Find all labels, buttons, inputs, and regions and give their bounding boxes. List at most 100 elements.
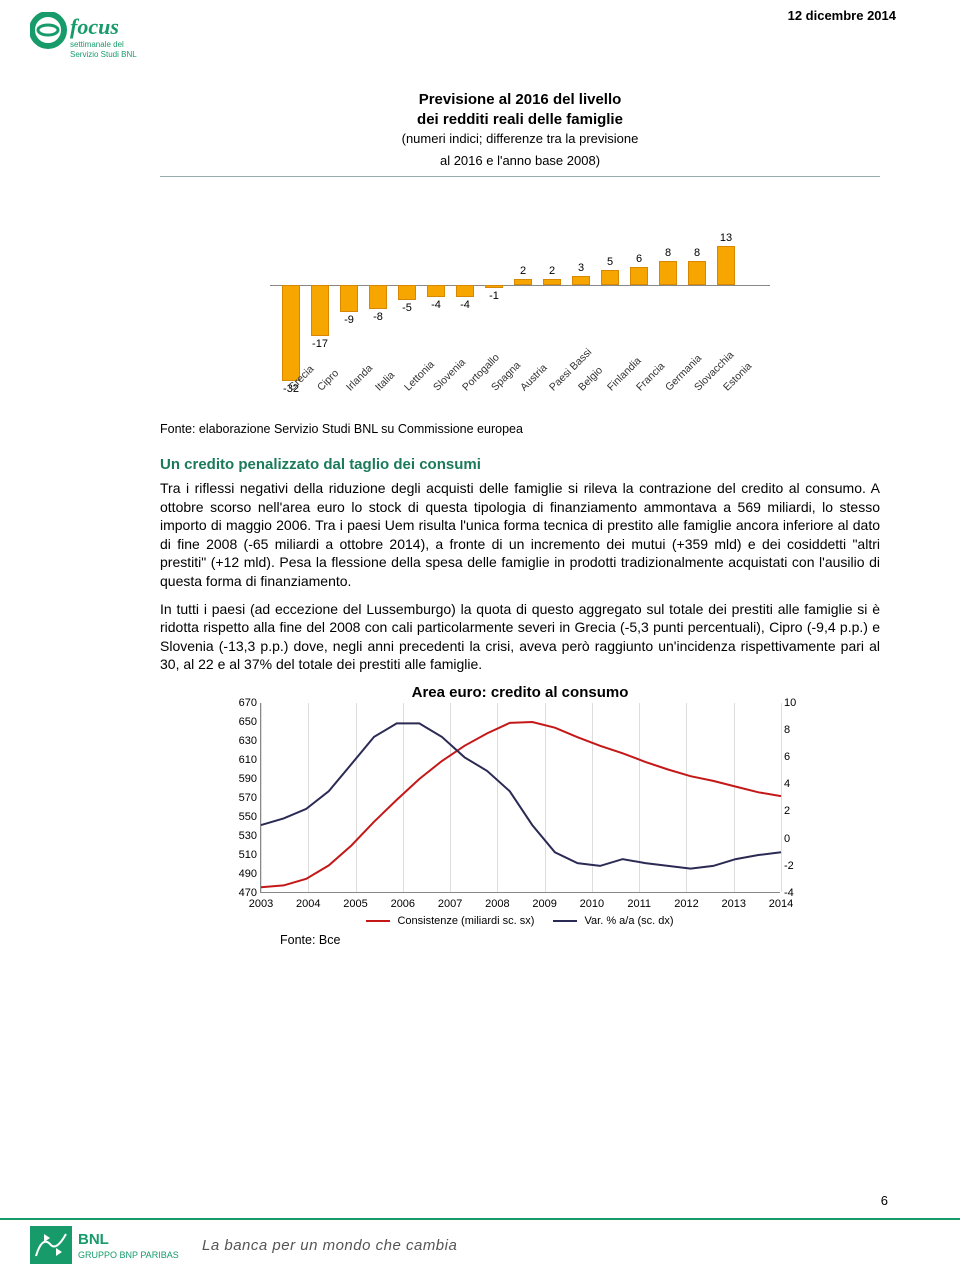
chart2-lines bbox=[261, 703, 781, 893]
chart2-title: Area euro: credito al consumo bbox=[160, 684, 880, 701]
chart2-ytick-left: 530 bbox=[229, 830, 257, 842]
chart1-category-label: Cipro bbox=[315, 368, 341, 394]
chart2-ytick-right: 0 bbox=[784, 833, 806, 845]
chart1-category-label: Italia bbox=[373, 370, 397, 394]
chart2-xtick: 2007 bbox=[438, 898, 462, 910]
chart1-bar bbox=[369, 285, 387, 309]
body-paragraph-2: In tutti i paesi (ad eccezione del Lusse… bbox=[160, 600, 880, 674]
chart1-bar bbox=[659, 261, 677, 285]
bnl-logo: BNL GRUPPO BNP PARIBAS bbox=[30, 1226, 190, 1264]
chart1-value-label: 8 bbox=[656, 247, 680, 259]
chart2-source: Fonte: Bce bbox=[280, 933, 880, 947]
chart2-ytick-left: 630 bbox=[229, 735, 257, 747]
chart1-bar bbox=[572, 276, 590, 285]
chart1-value-label: -1 bbox=[482, 290, 506, 302]
chart1-value-label: -9 bbox=[337, 314, 361, 326]
chart1-title-line2: dei redditi reali delle famiglie bbox=[160, 110, 880, 130]
chart2-ytick-left: 510 bbox=[229, 849, 257, 861]
svg-text:BNL: BNL bbox=[78, 1231, 109, 1248]
chart2-canvas: 470490510530550570590610630650670-4-2024… bbox=[260, 703, 780, 893]
chart2-xtick: 2009 bbox=[532, 898, 556, 910]
legend-label-2: Var. % a/a (sc. dx) bbox=[585, 915, 674, 927]
chart1-value-label: 6 bbox=[627, 253, 651, 265]
doc-date: 12 dicembre 2014 bbox=[788, 8, 896, 23]
chart2-ytick-right: -2 bbox=[784, 860, 806, 872]
chart1-value-label: 13 bbox=[714, 232, 738, 244]
chart1-bar bbox=[514, 279, 532, 285]
chart1-bar bbox=[543, 279, 561, 285]
chart1-bar bbox=[282, 285, 300, 381]
chart1-bar bbox=[688, 261, 706, 285]
legend-line-1 bbox=[366, 920, 390, 922]
logo-sub2: Servizio Studi BNL bbox=[70, 50, 137, 59]
chart2-ytick-left: 570 bbox=[229, 792, 257, 804]
legend-label-1: Consistenze (miliardi sc. sx) bbox=[397, 915, 534, 927]
chart2-xtick: 2013 bbox=[721, 898, 745, 910]
chart1-value-label: -8 bbox=[366, 311, 390, 323]
chart1-bar bbox=[601, 270, 619, 285]
chart2-series-consistenze bbox=[261, 722, 781, 887]
chart1-source: Fonte: elaborazione Servizio Studi BNL s… bbox=[160, 421, 880, 438]
chart2-ytick-right: 10 bbox=[784, 697, 806, 709]
chart1-subtitle-line2: al 2016 e l'anno base 2008) bbox=[160, 153, 880, 170]
main-content: Previsione al 2016 del livello dei reddi… bbox=[0, 70, 960, 947]
chart2-ytick-right: 4 bbox=[784, 778, 806, 790]
focus-logo: focus settimanale del Servizio Studi BNL bbox=[30, 12, 900, 62]
svg-text:focus: focus bbox=[70, 14, 119, 39]
legend-item-1: Consistenze (miliardi sc. sx) bbox=[366, 915, 534, 927]
chart2-ytick-left: 670 bbox=[229, 697, 257, 709]
legend-line-2 bbox=[553, 920, 577, 922]
chart1-value-label: -5 bbox=[395, 302, 419, 314]
focus-logo-graphic: focus settimanale del Servizio Studi BNL bbox=[30, 12, 170, 62]
chart2-xtick: 2006 bbox=[391, 898, 415, 910]
chart1-category-label: Irlanda bbox=[344, 363, 375, 394]
chart2-xtick: 2011 bbox=[627, 898, 651, 910]
chart2-xtick: 2010 bbox=[580, 898, 604, 910]
page-header: focus settimanale del Servizio Studi BNL… bbox=[0, 0, 960, 70]
legend-item-2: Var. % a/a (sc. dx) bbox=[553, 915, 673, 927]
chart2-ytick-right: 2 bbox=[784, 805, 806, 817]
chart1-bar bbox=[398, 285, 416, 300]
logo-sub1: settimanale del bbox=[70, 40, 124, 49]
chart2-ytick-left: 550 bbox=[229, 811, 257, 823]
chart1-value-label: -17 bbox=[308, 338, 332, 350]
chart2-ytick-left: 590 bbox=[229, 773, 257, 785]
chart1-value-label: 5 bbox=[598, 256, 622, 268]
footer-tagline: La banca per un mondo che cambia bbox=[202, 1237, 457, 1254]
chart1-bar bbox=[311, 285, 329, 336]
chart1-bar bbox=[717, 246, 735, 285]
chart2-xtick: 2008 bbox=[485, 898, 509, 910]
chart2-ytick-left: 650 bbox=[229, 716, 257, 728]
chart1-value-label: 2 bbox=[511, 265, 535, 277]
chart1-bar bbox=[340, 285, 358, 312]
chart2-xtick: 2012 bbox=[674, 898, 698, 910]
chart1-bar bbox=[485, 285, 503, 288]
svg-text:GRUPPO BNP PARIBAS: GRUPPO BNP PARIBAS bbox=[78, 1250, 179, 1260]
chart1-value-label: 3 bbox=[569, 262, 593, 274]
chart1-title-line1: Previsione al 2016 del livello bbox=[160, 90, 880, 110]
chart2-ytick-left: 490 bbox=[229, 868, 257, 880]
section-heading: Un credito penalizzato dal taglio dei co… bbox=[160, 456, 880, 473]
chart2-xtick: 2014 bbox=[769, 898, 793, 910]
chart1-bar bbox=[456, 285, 474, 297]
chart1-category-label: Lettonia bbox=[402, 359, 437, 394]
chart1-bar bbox=[427, 285, 445, 297]
chart1-category-label: Belgio bbox=[576, 365, 605, 394]
chart1-value-label: -4 bbox=[424, 299, 448, 311]
chart1-canvas: -32Grecia-17Cipro-9Irlanda-8Italia-5Lett… bbox=[270, 185, 770, 415]
page-number: 6 bbox=[881, 1193, 888, 1208]
chart1-rule bbox=[160, 176, 880, 177]
chart2-xtick: 2005 bbox=[343, 898, 367, 910]
chart1-value-label: 8 bbox=[685, 247, 709, 259]
chart2-xtick: 2003 bbox=[249, 898, 273, 910]
chart2-series-var bbox=[261, 723, 781, 868]
chart2-ytick-right: 6 bbox=[784, 751, 806, 763]
chart2-ytick-right: 8 bbox=[784, 724, 806, 736]
chart1-bar bbox=[630, 267, 648, 285]
chart1-container: Previsione al 2016 del livello dei reddi… bbox=[160, 90, 880, 438]
page-footer: BNL GRUPPO BNP PARIBAS La banca per un m… bbox=[0, 1218, 960, 1270]
chart2-container: Area euro: credito al consumo 4704905105… bbox=[160, 684, 880, 947]
chart2-legend: Consistenze (miliardi sc. sx) Var. % a/a… bbox=[160, 915, 880, 927]
chart2-ytick-left: 610 bbox=[229, 754, 257, 766]
chart1-value-label: -4 bbox=[453, 299, 477, 311]
